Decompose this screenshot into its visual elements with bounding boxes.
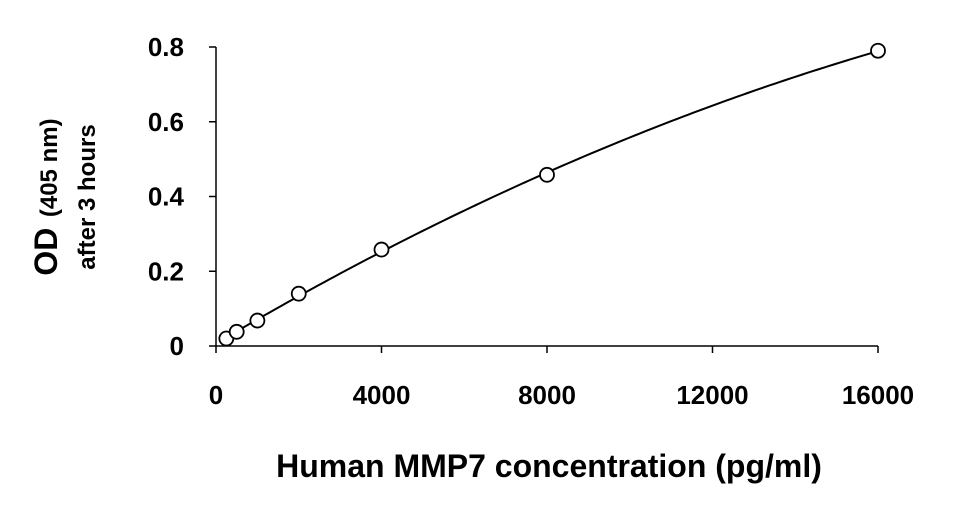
x-axis-ticks: 0 4000 8000 12000 16000 — [209, 346, 914, 410]
y-tick-label: 0 — [170, 331, 184, 361]
data-point — [373, 241, 390, 258]
y-axis-ticks: 0 0.2 0.4 0.6 0.8 — [148, 32, 216, 361]
y-axis-title: OD (405 nm) — [28, 118, 64, 275]
data-point — [228, 323, 245, 340]
fit-curve — [225, 50, 879, 339]
y-tick-label: 0.4 — [148, 182, 185, 212]
data-points — [218, 42, 886, 347]
x-tick-label: 12000 — [676, 380, 748, 410]
data-point — [539, 166, 555, 183]
x-axis-title: Human MMP7 concentration (pg/ml) — [276, 448, 822, 484]
x-tick-label: 8000 — [518, 380, 576, 410]
data-point — [870, 42, 886, 59]
y-tick-label: 0.6 — [148, 107, 184, 137]
data-point — [249, 312, 266, 329]
y-axis-title-unit: (405 nm) — [36, 118, 63, 217]
x-tick-label: 4000 — [353, 380, 411, 410]
x-tick-label: 16000 — [842, 380, 914, 410]
x-tick-label: 0 — [209, 380, 223, 410]
fit-curve-line — [225, 50, 879, 339]
y-tick-label: 0.2 — [148, 256, 184, 286]
y-tick-label: 0.8 — [148, 32, 184, 62]
y-axis-title-second-line: after 3 hours — [74, 124, 101, 269]
y-axis-title-main: OD — [28, 228, 64, 276]
data-point — [290, 285, 307, 302]
axes — [215, 47, 878, 347]
